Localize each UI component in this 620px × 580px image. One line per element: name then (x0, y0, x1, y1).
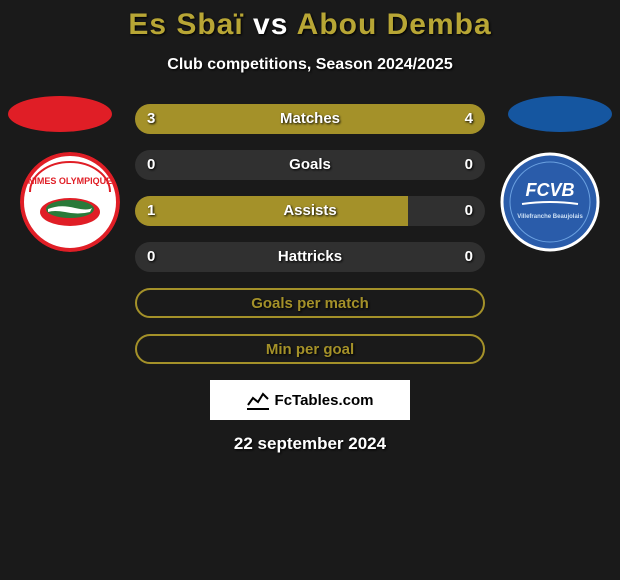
stats-area: NIMES OLYMPIQUE FCVB Villefranche Beaujo… (0, 104, 620, 364)
comparison-infographic: Es Sbaï vs Abou Demba Club competitions,… (0, 0, 620, 454)
club-logo-right: FCVB Villefranche Beaujolais (500, 152, 600, 252)
branding-badge: FcTables.com (210, 380, 410, 420)
club-right-subline: Villefranche Beaujolais (517, 214, 583, 220)
stat-label: Hattricks (135, 242, 485, 272)
stat-label: Matches (135, 104, 485, 134)
stat-label: Assists (135, 196, 485, 226)
club-logo-left: NIMES OLYMPIQUE (20, 152, 120, 252)
stat-row: 00Hattricks (135, 242, 485, 272)
stat-row: 34Matches (135, 104, 485, 134)
headline: Es Sbaï vs Abou Demba (0, 8, 620, 42)
stat-outline-row: Goals per match (135, 288, 485, 318)
vs-separator: vs (253, 8, 288, 41)
stat-bars: 34Matches 00Goals 10Assists 00Hattricks Goal… (135, 104, 485, 364)
team-oval-left (8, 96, 112, 132)
nimes-logo-svg: NIMES OLYMPIQUE (20, 152, 120, 252)
stat-row: 00Goals (135, 150, 485, 180)
player2-name: Abou Demba (297, 8, 492, 41)
subtitle: Club competitions, Season 2024/2025 (0, 56, 620, 74)
stat-row: 10Assists (135, 196, 485, 226)
club-right-label: FCVB (526, 180, 575, 200)
stat-label: Goals (135, 150, 485, 180)
stat-outline-row: Min per goal (135, 334, 485, 364)
branding-text: FcTables.com (275, 392, 374, 409)
player1-name: Es Sbaï (128, 8, 243, 41)
date-line: 22 september 2024 (0, 434, 620, 454)
club-left-label: NIMES OLYMPIQUE (28, 176, 112, 186)
team-oval-right (508, 96, 612, 132)
fctables-icon (247, 390, 269, 410)
fcvb-logo-svg: FCVB Villefranche Beaujolais (500, 152, 600, 252)
